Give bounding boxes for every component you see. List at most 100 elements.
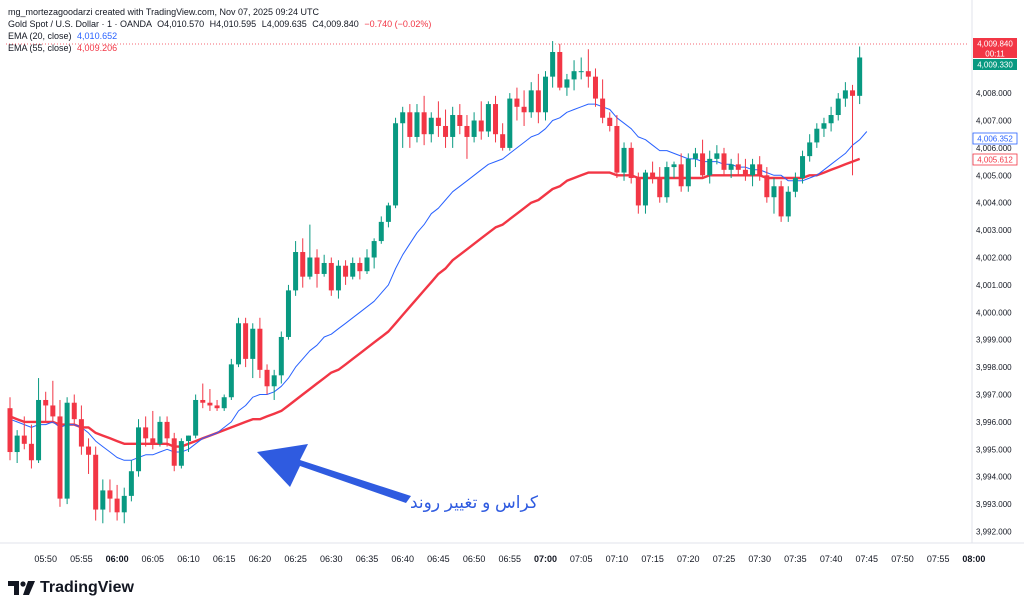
candle-up[interactable] [821, 123, 827, 129]
candle-up[interactable] [100, 490, 106, 510]
candle-down[interactable] [735, 164, 741, 170]
candle-up[interactable] [714, 153, 720, 159]
candle-up[interactable] [400, 112, 406, 124]
candle-up[interactable] [36, 399, 42, 461]
candle-down[interactable] [328, 262, 334, 291]
candle-down[interactable] [71, 402, 77, 420]
candle-down[interactable] [635, 178, 641, 206]
candle-down[interactable] [514, 98, 520, 107]
candle-down[interactable] [28, 443, 34, 461]
candle-down[interactable] [493, 104, 499, 135]
candle-up[interactable] [371, 241, 377, 258]
candle-up[interactable] [750, 164, 756, 176]
candle-down[interactable] [585, 71, 591, 77]
candle-down[interactable] [764, 175, 770, 198]
candle-down[interactable] [628, 147, 634, 179]
candle-down[interactable] [93, 454, 99, 510]
candle-up[interactable] [800, 156, 806, 179]
candle-down[interactable] [300, 252, 306, 277]
tradingview-logo[interactable]: TradingView [8, 579, 134, 597]
candle-up[interactable] [193, 399, 199, 436]
candle-up[interactable] [121, 495, 127, 513]
candle-down[interactable] [464, 125, 470, 137]
candle-up[interactable] [350, 262, 356, 277]
candle-up[interactable] [642, 172, 648, 206]
candle-up[interactable] [578, 71, 584, 73]
candle-up[interactable] [321, 262, 327, 274]
candle-down[interactable] [721, 153, 727, 170]
candle-up[interactable] [178, 441, 184, 466]
candle-up[interactable] [136, 427, 142, 472]
candle-up[interactable] [857, 57, 863, 96]
candle-up[interactable] [692, 153, 698, 159]
candle-up[interactable] [685, 158, 691, 187]
candle-up[interactable] [507, 98, 513, 148]
candle-down[interactable] [143, 427, 149, 439]
candle-down[interactable] [214, 405, 220, 409]
candle-up[interactable] [64, 402, 70, 499]
candle-up[interactable] [728, 164, 734, 170]
candle-up[interactable] [671, 164, 677, 168]
candle-up[interactable] [385, 205, 391, 222]
candle-down[interactable] [757, 164, 763, 176]
candle-down[interactable] [407, 112, 413, 137]
candle-up[interactable] [14, 435, 20, 453]
candle-down[interactable] [50, 405, 56, 417]
candle-down[interactable] [592, 76, 598, 99]
candle-down[interactable] [850, 90, 856, 96]
candle-up[interactable] [221, 397, 227, 409]
candle-down[interactable] [78, 419, 84, 447]
candle-down[interactable] [700, 153, 706, 176]
candle-down[interactable] [164, 421, 170, 439]
candle-down[interactable] [657, 178, 663, 198]
candle-down[interactable] [357, 262, 363, 272]
candle-down[interactable] [150, 438, 156, 444]
candle-down[interactable] [257, 328, 263, 370]
candle-up[interactable] [157, 421, 163, 444]
candle-down[interactable] [500, 134, 506, 148]
candle-up[interactable] [792, 178, 798, 192]
candle-down[interactable] [650, 172, 656, 179]
candle-down[interactable] [778, 186, 784, 217]
candle-down[interactable] [200, 399, 206, 403]
candle-down[interactable] [421, 112, 427, 135]
candle-down[interactable] [742, 169, 748, 176]
candle-down[interactable] [107, 490, 113, 499]
candle-down[interactable] [243, 323, 249, 359]
candle-up[interactable] [471, 120, 477, 137]
candle-up[interactable] [378, 221, 384, 242]
candle-up[interactable] [664, 167, 670, 198]
candle-up[interactable] [771, 186, 777, 198]
candle-up[interactable] [428, 117, 434, 135]
candle-up[interactable] [335, 265, 341, 291]
candle-up[interactable] [128, 471, 134, 496]
candle-up[interactable] [828, 115, 834, 124]
candle-up[interactable] [393, 123, 399, 206]
candle-down[interactable] [43, 399, 49, 406]
candle-down[interactable] [607, 117, 613, 126]
candle-down[interactable] [521, 106, 527, 113]
candle-down[interactable] [614, 125, 620, 173]
candle-down[interactable] [343, 265, 349, 277]
candle-down[interactable] [21, 435, 27, 444]
candle-down[interactable] [7, 408, 13, 453]
candle-down[interactable] [314, 257, 320, 274]
candle-down[interactable] [264, 369, 270, 387]
symbol-name[interactable]: Gold Spot / U.S. Dollar · 1 · OANDA [8, 19, 152, 29]
candle-up[interactable] [564, 79, 570, 88]
candle-down[interactable] [207, 402, 213, 406]
candle-down[interactable] [57, 416, 63, 499]
candle-up[interactable] [835, 98, 841, 116]
candle-up[interactable] [250, 328, 256, 359]
ema20-legend[interactable]: EMA (20, close) 4,010.652 [8, 30, 431, 42]
candle-up[interactable] [293, 252, 299, 291]
candle-down[interactable] [114, 498, 120, 513]
candle-down[interactable] [457, 115, 463, 126]
candle-up[interactable] [285, 290, 291, 337]
candle-down[interactable] [171, 438, 177, 466]
candle-up[interactable] [621, 147, 627, 173]
candle-up[interactable] [414, 112, 420, 137]
candle-down[interactable] [557, 52, 563, 88]
ema55-legend[interactable]: EMA (55, close) 4,009.206 [8, 42, 431, 54]
